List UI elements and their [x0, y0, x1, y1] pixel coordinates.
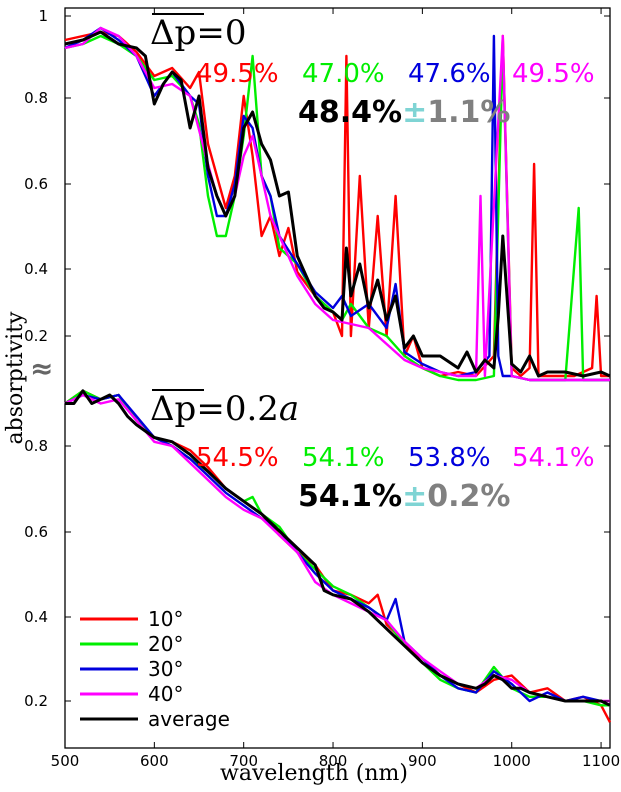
plus-minus-sign-bottom: ±	[402, 479, 427, 514]
series-line-bottom-average	[65, 389, 611, 707]
legend-label-average: average	[148, 707, 230, 731]
series-line-top-10	[64, 30, 610, 378]
x-tick-label-2: 700	[229, 752, 258, 770]
panel-title-value-top: =0	[196, 13, 246, 53]
legend-label-20: 20°	[148, 632, 183, 656]
average-summary-bottom: 54.1%±0.2%	[298, 479, 510, 514]
series-line-top-average	[64, 30, 611, 378]
tick-layer: 1 0.8 0.6 0.4 0.2 0.8 0.6 0.4 0.2 500 600 700 800 900…	[24, 7, 620, 770]
panel-title-value-bottom: =0.2	[196, 389, 279, 429]
plot-frame	[64, 7, 611, 749]
legend-label-40: 40°	[148, 682, 183, 706]
panel-title-bottom: Δp=0.2a	[150, 389, 299, 429]
percentage-top-20: 47.0%	[302, 59, 385, 89]
y-tick-label-bottom-0: 0.8	[24, 437, 48, 455]
error-value-top: 1.1%	[427, 95, 510, 130]
x-tick-label-5: 1000	[493, 752, 531, 770]
series-line-bottom-40	[64, 393, 610, 703]
y-axis-label: absorptivity	[3, 311, 28, 445]
panel-title-text-bottom: Δp=0.2a	[150, 389, 299, 429]
x-axis-label: wavelength (nm)	[220, 761, 408, 786]
panel-title-text-top: Δp=0	[150, 13, 246, 53]
panel-title-symbol-bottom: Δp	[150, 389, 196, 429]
legend-label-10: 10°	[148, 607, 183, 631]
panel-title-suffix-bottom: a	[279, 389, 299, 429]
y-tick-label-top-1: 0.8	[24, 89, 48, 107]
y-tick-label-top-2: 0.6	[24, 175, 48, 193]
axis-break-marker: ≈	[30, 352, 53, 385]
y-tick-label-top-4: 0.2	[24, 327, 48, 345]
average-summary-top: 48.4%±1.1%	[298, 95, 510, 130]
y-tick-label-bottom-3: 0.2	[24, 692, 48, 710]
percentage-bottom-30: 53.8%	[408, 443, 491, 473]
percentage-top-40: 49.5%	[512, 59, 595, 89]
percentage-top-10: 49.5%	[196, 59, 279, 89]
x-tick-label-4: 900	[408, 752, 437, 770]
series-line-bottom-30	[64, 393, 611, 707]
y-tick-label-bottom-2: 0.4	[24, 608, 48, 626]
legend-label-30: 30°	[148, 657, 183, 681]
series-layer	[64, 26, 612, 723]
percentage-top-30: 47.6%	[408, 59, 491, 89]
percentage-bottom-10: 54.5%	[196, 443, 279, 473]
average-value-top: 48.4%	[298, 95, 402, 130]
panel-title-symbol-top: Δp	[150, 13, 196, 53]
x-tick-label-1: 600	[140, 752, 169, 770]
legend: 10°20°30°40°average	[80, 607, 230, 731]
series-line-top-30	[64, 26, 610, 382]
x-tick-label-6: 1100	[582, 752, 620, 770]
series-line-top-40	[64, 26, 610, 382]
error-value-bottom: 0.2%	[427, 479, 510, 514]
y-tick-label-bottom-1: 0.6	[24, 523, 48, 541]
percentage-bottom-40: 54.1%	[512, 443, 595, 473]
percentage-bottom-20: 54.1%	[302, 443, 385, 473]
annotation-layer: Δp=049.5% 47.0% 47.6% 49.5%48.4%±1.1%Δp=0.2…	[150, 13, 595, 514]
plus-minus-sign-top: ±	[402, 95, 427, 130]
series-line-bottom-20	[64, 389, 610, 707]
y-tick-label-top-3: 0.4	[24, 260, 48, 278]
y-tick-label-top-0: 1	[38, 7, 48, 25]
panel-title-top: Δp=0	[150, 13, 246, 53]
series-line-bottom-10	[64, 389, 612, 723]
x-tick-label-3: 800	[319, 752, 348, 770]
x-tick-label-0: 500	[51, 752, 80, 770]
average-value-bottom: 54.1%	[298, 479, 402, 514]
